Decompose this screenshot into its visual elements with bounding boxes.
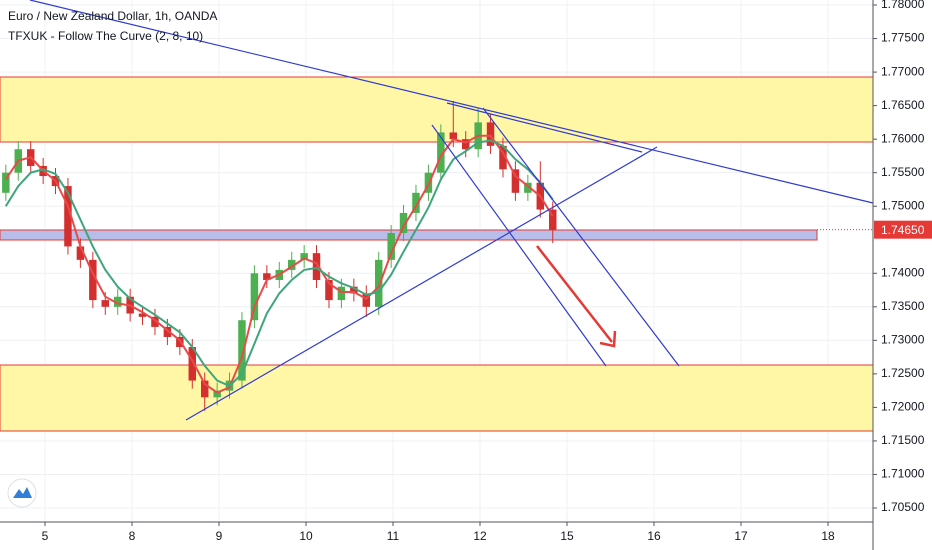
trend-lines: [29, 0, 874, 421]
candle-body: [399, 212, 408, 234]
logo: [7, 478, 37, 508]
y-tick-label: 1.72500: [881, 366, 925, 380]
candle-body: [325, 279, 333, 301]
arrow-shaft: [536, 245, 613, 343]
candle-body: [250, 273, 259, 321]
candle-body: [163, 326, 172, 337]
support-zone: [0, 364, 874, 432]
y-tick-label: 1.73500: [881, 299, 925, 313]
trend-line: [185, 146, 658, 421]
candle-body: [312, 253, 321, 280]
y-tick-label: 1.70500: [881, 500, 925, 514]
candle-body: [374, 259, 383, 307]
candle-body: [188, 347, 197, 381]
candle-body: [138, 313, 147, 317]
candle-body: [362, 293, 371, 307]
candle-body: [387, 233, 395, 260]
candles: [2, 100, 557, 411]
moving-average: [4, 134, 554, 394]
x-tick-label: 11: [387, 529, 400, 543]
y-tick-label: 1.71000: [881, 467, 925, 481]
trend-line: [482, 107, 680, 367]
candle-body: [486, 122, 495, 146]
x-tick-label: 8: [129, 529, 136, 543]
moving-average: [4, 139, 554, 388]
x-tick-label: 5: [42, 529, 49, 543]
candle-body: [64, 186, 72, 247]
candle-body: [89, 259, 97, 301]
candle-body: [151, 316, 159, 327]
x-tick-label: 18: [821, 529, 835, 543]
arrow-head: [599, 330, 617, 348]
arrow: [536, 245, 617, 348]
y-tick-label: 1.72000: [881, 400, 925, 414]
price-axis-bg: [873, 0, 932, 550]
last-price-label: 1.74650: [881, 223, 925, 237]
candle-body: [524, 182, 532, 193]
y-tick-label: 1.76500: [881, 98, 925, 112]
candle-body: [101, 300, 110, 307]
time-axis-bg: [0, 522, 932, 550]
candle-body: [263, 273, 271, 280]
candle-body: [412, 192, 420, 213]
y-tick-label: 1.75000: [881, 198, 925, 212]
candle-body: [449, 132, 458, 140]
trend-line: [431, 124, 607, 367]
y-tick-label: 1.74000: [881, 265, 925, 279]
candle-body: [549, 209, 557, 230]
x-tick-label: 16: [647, 529, 661, 543]
x-tick-label: 17: [734, 529, 748, 543]
candle-body: [287, 259, 296, 270]
indicator-label: TFXUK - Follow The Curve (2, 8, 10): [8, 29, 203, 43]
chart-title: Euro / New Zealand Dollar, 1h, OANDA: [8, 9, 217, 23]
trend-line: [29, 0, 874, 204]
candle-body: [238, 320, 246, 381]
y-tick-label: 1.78000: [881, 0, 925, 11]
candle-body: [499, 145, 507, 170]
logo-icon: [13, 487, 32, 498]
y-tick-label: 1.77500: [881, 31, 925, 45]
candle-body: [350, 286, 358, 294]
x-tick-label: 15: [560, 529, 574, 543]
axes: 1.78000 1.77500 1.77000 1.76500 1.76000 1.755…: [42, 0, 932, 543]
zones: [0, 76, 874, 432]
y-tick-label: 1.71500: [881, 433, 925, 447]
candle-body: [2, 172, 10, 193]
x-tick-label: 10: [299, 529, 313, 543]
y-tick-label: 1.75500: [881, 165, 925, 179]
trend-line: [446, 102, 643, 153]
candle-body: [511, 169, 520, 193]
last-price-box: [874, 220, 932, 239]
candle-body: [213, 390, 221, 398]
y-tick-label: 1.73000: [881, 333, 925, 347]
candle-body: [462, 139, 470, 150]
candle-body: [300, 253, 308, 260]
candle-body: [337, 286, 346, 301]
candle-body: [437, 132, 445, 173]
x-tick-label: 9: [216, 529, 223, 543]
candle-body: [76, 246, 85, 260]
y-tick-label: 1.76000: [881, 131, 925, 145]
x-tick-label: 12: [473, 529, 487, 543]
level-band: [0, 229, 818, 241]
candle-body: [200, 380, 209, 398]
y-tick-label: 1.77000: [881, 64, 925, 78]
candle-body: [113, 296, 122, 307]
